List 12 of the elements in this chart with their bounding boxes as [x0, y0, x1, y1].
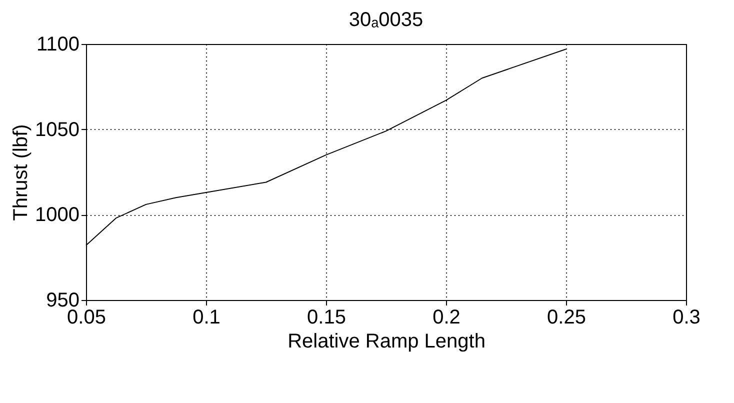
x-tick-label: 0.25	[547, 306, 586, 328]
y-tick-label: 1100	[36, 34, 80, 56]
y-tick-label: 1050	[35, 118, 80, 141]
x-tick-label: 0.15	[307, 306, 346, 328]
x-tick-label: 0.05	[67, 306, 106, 328]
x-tick-label: 0.3	[672, 306, 700, 328]
y-axis-title: Thrust (lbf)	[10, 124, 32, 221]
y-tick-label: 1000	[35, 204, 80, 226]
chart-title: 30ₐ0035	[348, 9, 424, 31]
x-tick-label: 0.2	[432, 306, 460, 328]
x-axis-title: Relative Ramp Length	[288, 330, 486, 352]
x-tick-label: 0.1	[192, 306, 220, 328]
